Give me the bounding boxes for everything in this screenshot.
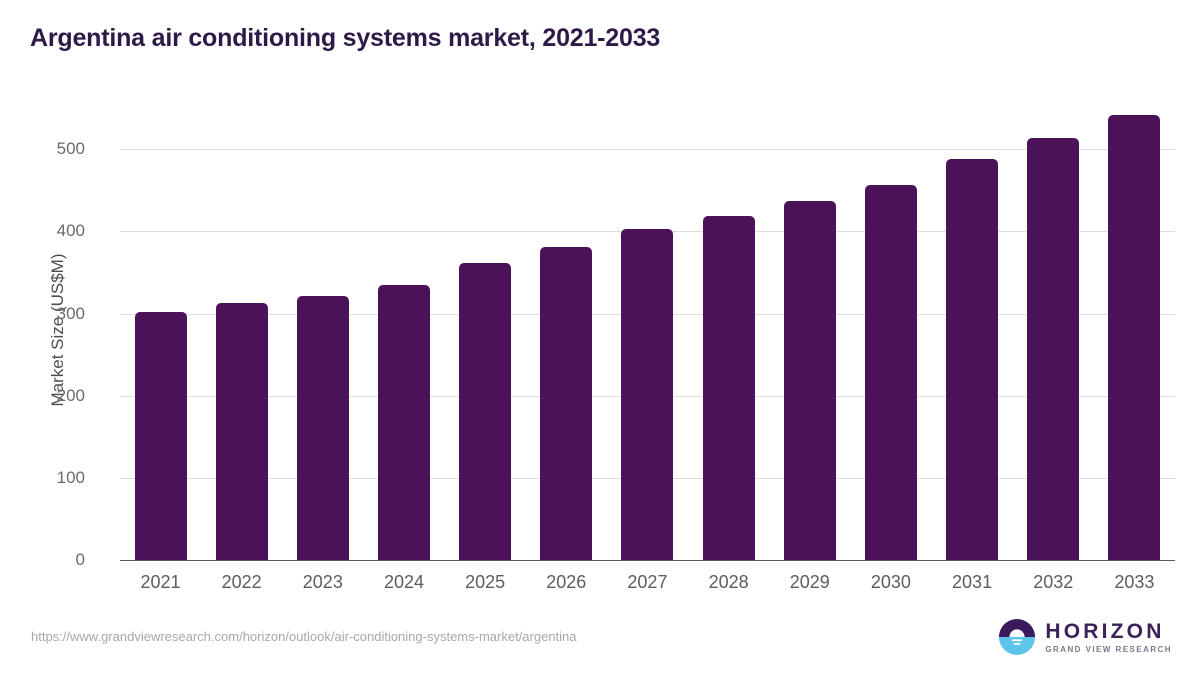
y-axis-title: Market Size (US$M): [48, 253, 67, 407]
bar[interactable]: [1108, 114, 1161, 560]
horizon-logo: HORIZON GRAND VIEW RESEARCH: [998, 618, 1172, 656]
y-axis-tick-label: 0: [75, 550, 85, 569]
bar[interactable]: [621, 228, 674, 560]
horizon-logo-icon: [999, 618, 1036, 656]
y-axis-tick-label: 500: [56, 139, 85, 159]
x-axis-tick-label: 2025: [465, 572, 506, 592]
x-axis-tick-label: 2030: [870, 572, 911, 592]
x-axis-tick-label: 2028: [708, 572, 749, 592]
x-axis-tick-label: 2022: [221, 572, 262, 592]
horizon-logo-text: HORIZON GRAND VIEW RESEARCH: [1045, 621, 1172, 654]
x-axis-tick-label: 2023: [302, 572, 343, 592]
bar-group: 2030: [850, 100, 931, 592]
y-axis-tick-label: 400: [56, 221, 85, 241]
bar-group: 2031: [932, 100, 1013, 592]
bar[interactable]: [215, 302, 268, 560]
bar-group: 2025: [445, 100, 526, 592]
x-axis-tick-label: 2027: [627, 572, 668, 592]
bar-group: 2026: [526, 100, 607, 592]
bar-group: 2024: [363, 100, 444, 592]
bar-group: 2029: [769, 100, 850, 592]
bar-group: 2032: [1013, 100, 1094, 592]
y-axis-tick-label: 100: [56, 467, 85, 487]
page-title: Argentina air conditioning systems marke…: [30, 24, 661, 52]
bar-group: 2021: [120, 100, 201, 592]
y-axis-tick-label: 200: [56, 385, 85, 405]
axis-baseline: [120, 560, 1175, 561]
y-axis-tick-label: 300: [56, 303, 85, 323]
x-axis-tick-label: 2031: [952, 572, 993, 592]
x-axis-tick-label: 2029: [789, 572, 830, 592]
logo-name: HORIZON: [1045, 619, 1165, 643]
bar-group: 2027: [607, 100, 688, 592]
bar-group: 2023: [282, 100, 363, 592]
bar[interactable]: [864, 185, 917, 560]
logo-tagline: GRAND VIEW RESEARCH: [1045, 644, 1172, 654]
bar[interactable]: [702, 215, 755, 560]
bar[interactable]: [377, 284, 430, 560]
plot-area: Market Size (US$M) 0 100 200 300 400 500 2021…: [48, 100, 1175, 592]
bar-series: 2021 2022 2023 2024 2025 2026 2027 2028 2029 2030…: [120, 100, 1175, 592]
bar[interactable]: [1027, 137, 1080, 560]
bar-group: 2033: [1094, 100, 1175, 592]
x-axis-tick-label: 2021: [140, 572, 181, 592]
bar[interactable]: [134, 311, 187, 560]
bar-group: 2028: [688, 100, 769, 592]
x-axis-tick-label: 2033: [1114, 572, 1155, 592]
bar[interactable]: [946, 159, 999, 560]
source-url[interactable]: https://www.grandviewresearch.com/horizo…: [31, 629, 577, 644]
bar-group: 2022: [201, 100, 282, 592]
bar[interactable]: [459, 263, 512, 560]
x-axis-tick-label: 2024: [383, 572, 424, 592]
bar[interactable]: [540, 247, 593, 560]
x-axis-tick-label: 2026: [546, 572, 587, 592]
x-axis-tick-label: 2032: [1033, 572, 1074, 592]
bar[interactable]: [296, 296, 349, 560]
gridline: [120, 149, 1175, 151]
bar[interactable]: [783, 201, 836, 560]
